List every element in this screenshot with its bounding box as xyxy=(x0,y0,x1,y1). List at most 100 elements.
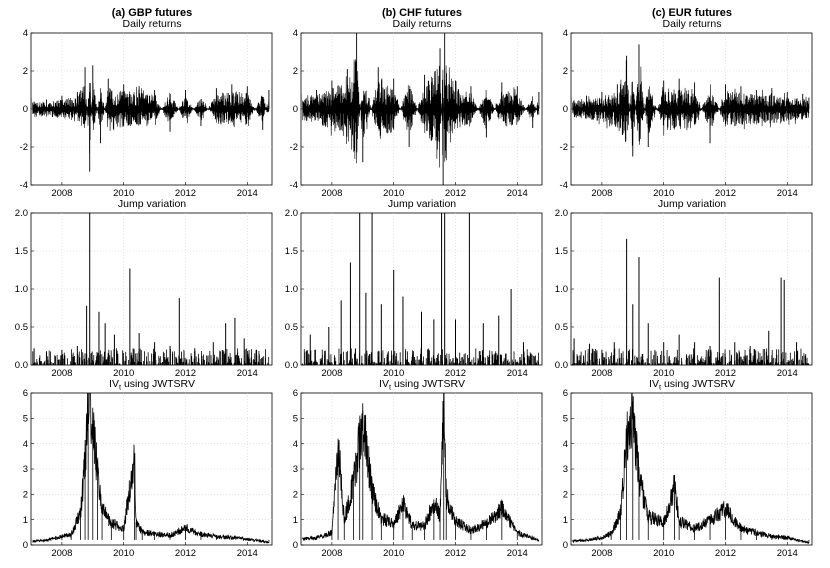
y-tick-label: 3 xyxy=(23,464,28,475)
iv-sub: t xyxy=(659,383,662,392)
y-tick-label: 2.0 xyxy=(555,208,568,219)
series-group xyxy=(572,238,810,365)
y-tick-label: 1 xyxy=(563,515,568,526)
x-tick-label: 2010 xyxy=(113,368,134,379)
y-tick-label: 3 xyxy=(563,464,568,475)
iv-main: IV xyxy=(379,378,389,390)
panel-title-returns-chf: Daily returns xyxy=(393,18,452,30)
series-group xyxy=(571,44,810,157)
series-group xyxy=(31,65,270,172)
y-tick-label: 1.0 xyxy=(15,284,28,295)
panel-title-jump-chf: Jump variation xyxy=(388,198,456,210)
x-tick-label: 2014 xyxy=(507,548,528,559)
x-tick-label: 2008 xyxy=(321,188,342,199)
y-tick-label: 5 xyxy=(23,414,28,425)
y-tick-label: 0 xyxy=(23,104,28,115)
x-tick-label: 2014 xyxy=(507,368,528,379)
x-tick-label: 2010 xyxy=(113,548,134,559)
panel-1: -4 -2 0 2 4 2008 2010 2012 2014 xyxy=(290,28,543,199)
series-group xyxy=(302,213,540,365)
y-tick-label: 0.5 xyxy=(15,322,28,333)
y-tick-label: 0 xyxy=(563,104,568,115)
iv-sub: t xyxy=(119,383,122,392)
x-tick-label: 2014 xyxy=(777,548,798,559)
y-tick-label: 4 xyxy=(293,28,298,39)
y-tick-label: 1.0 xyxy=(555,284,568,295)
panel-title-jump-gbp: Jump variation xyxy=(118,198,186,210)
y-tick-label: 5 xyxy=(293,414,298,425)
x-tick-label: 2012 xyxy=(175,548,196,559)
y-tick-label: 6 xyxy=(23,388,28,399)
y-tick-label: 4 xyxy=(23,439,28,450)
y-tick-label: 2.0 xyxy=(285,208,298,219)
y-tick-label: 3 xyxy=(293,464,298,475)
panel-title-iv-eur: IVt using JWTSRV xyxy=(649,378,735,392)
y-tick-label: 2 xyxy=(293,490,298,501)
series-group xyxy=(571,393,810,545)
x-tick-label: 2008 xyxy=(51,188,72,199)
y-tick-label: 0.0 xyxy=(285,360,298,371)
iv-rest: using JWTSRV xyxy=(121,378,195,390)
panel-title-iv-gbp: IVt using JWTSRV xyxy=(109,378,195,392)
column-title-eur: (c) EUR futures xyxy=(652,7,732,19)
y-tick-label: 1 xyxy=(293,515,298,526)
iv-main: IV xyxy=(109,378,119,390)
x-tick-label: 2012 xyxy=(445,548,466,559)
y-tick-label: 2 xyxy=(563,490,568,501)
x-tick-label: 2012 xyxy=(715,188,736,199)
column-title-chf: (b) CHF futures xyxy=(382,7,462,19)
y-tick-label: 1.5 xyxy=(555,246,568,257)
panel-8: 0 1 2 3 4 5 6 2008 2010 2012 2014 xyxy=(563,388,813,559)
series-group xyxy=(301,393,540,543)
y-tick-label: 0.5 xyxy=(285,322,298,333)
x-tick-label: 2010 xyxy=(653,188,674,199)
series-group xyxy=(301,33,540,185)
y-tick-label: 0.0 xyxy=(15,360,28,371)
y-tick-label: 4 xyxy=(23,28,28,39)
panel-title-jump-eur: Jump variation xyxy=(658,198,726,210)
y-tick-label: 5 xyxy=(563,414,568,425)
y-tick-label: 1.5 xyxy=(285,246,298,257)
iv-series-line xyxy=(572,393,810,545)
x-tick-label: 2012 xyxy=(715,368,736,379)
y-tick-label: 1.5 xyxy=(15,246,28,257)
y-tick-label: 2 xyxy=(563,66,568,77)
y-tick-label: 6 xyxy=(563,388,568,399)
panel-5: 0.0 0.5 1.0 1.5 2.0 2008 2010 2012 2014 xyxy=(555,208,813,379)
series-group xyxy=(32,213,270,365)
y-tick-label: -2 xyxy=(290,142,298,153)
x-tick-label: 2012 xyxy=(445,188,466,199)
returns-series-line xyxy=(32,82,270,154)
x-tick-label: 2008 xyxy=(51,548,72,559)
y-tick-label: 2.0 xyxy=(15,208,28,219)
y-tick-label: 0.0 xyxy=(555,360,568,371)
x-tick-label: 2008 xyxy=(321,368,342,379)
panel-title-returns-gbp: Daily returns xyxy=(123,18,182,30)
y-tick-label: 6 xyxy=(293,388,298,399)
y-tick-label: -4 xyxy=(290,180,298,191)
x-tick-label: 2014 xyxy=(777,368,798,379)
y-tick-label: 2 xyxy=(23,490,28,501)
iv-sub: t xyxy=(389,383,392,392)
y-tick-label: 2 xyxy=(23,66,28,77)
y-tick-label: 4 xyxy=(563,439,568,450)
x-tick-label: 2008 xyxy=(321,548,342,559)
y-tick-label: 4 xyxy=(293,439,298,450)
y-tick-label: -4 xyxy=(560,180,568,191)
x-tick-label: 2008 xyxy=(51,368,72,379)
x-tick-label: 2014 xyxy=(777,188,798,199)
iv-series-line xyxy=(302,393,540,543)
y-tick-label: 4 xyxy=(563,28,568,39)
x-tick-label: 2010 xyxy=(653,368,674,379)
y-tick-label: 0 xyxy=(293,540,298,551)
panel-6: 0 1 2 3 4 5 6 2008 2010 2012 2014 xyxy=(23,388,273,559)
panel-title-iv-chf: IVt using JWTSRV xyxy=(379,378,465,392)
y-tick-label: -4 xyxy=(20,180,28,191)
x-tick-label: 2012 xyxy=(175,368,196,379)
x-tick-label: 2010 xyxy=(383,368,404,379)
y-tick-label: 0 xyxy=(293,104,298,115)
x-tick-label: 2010 xyxy=(383,548,404,559)
x-tick-label: 2012 xyxy=(445,368,466,379)
